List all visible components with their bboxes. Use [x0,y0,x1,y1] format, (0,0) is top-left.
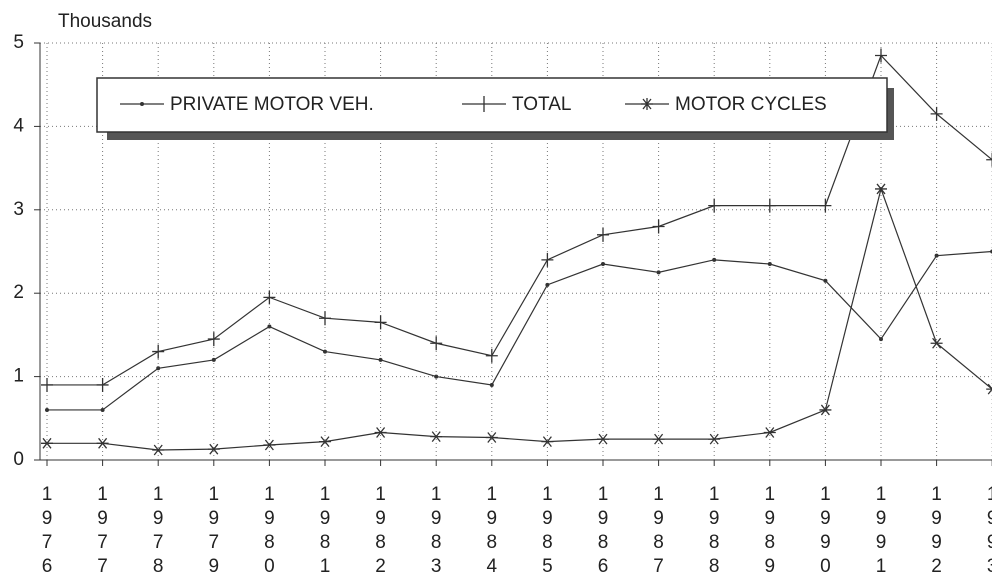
marker [434,374,439,379]
marker [930,337,943,349]
marker [819,198,832,213]
marker [485,432,498,443]
x-tick-label: 1979 [203,484,224,576]
y-tick-label: 2 [13,282,24,303]
marker [763,198,776,213]
marker [541,252,554,267]
y-tick-label: 5 [13,32,24,53]
marker [374,427,387,438]
marker [601,262,605,267]
legend [96,77,888,133]
marker [930,106,943,121]
marker [986,152,992,167]
x-tick-label: 1978 [148,484,169,576]
y-tick-label: 3 [13,199,24,220]
x-tick-label: 1985 [537,484,558,576]
legend-label: TOTAL [512,94,571,115]
x-tick-label: 1977 [92,484,113,576]
x-tick-label: 1983 [426,484,447,576]
y-tick-label: 0 [13,449,24,470]
marker [211,357,216,362]
marker [934,253,939,258]
x-tick-label: 1984 [481,484,502,576]
x-tick-label: 1980 [259,484,280,576]
x-tick-label: 1992 [926,484,947,576]
x-tick-label: 1986 [593,484,614,576]
marker [652,219,665,234]
legend-label: MOTOR CYCLES [675,94,827,115]
series-line [47,54,992,386]
marker [374,315,387,330]
x-tick-label: 1991 [871,484,892,576]
marker [485,348,498,363]
marker [96,437,109,449]
marker [708,433,721,445]
marker [656,270,661,275]
marker [712,257,717,262]
marker [207,332,220,347]
marker [96,377,109,392]
marker [41,437,53,449]
marker [545,282,550,287]
x-tick-label: 1981 [315,484,336,576]
series-line [47,186,992,451]
marker [652,433,665,445]
legend-label: PRIVATE MOTOR VEH. [170,94,374,115]
series-line [47,250,992,411]
marker [879,337,883,342]
marker [597,433,609,445]
marker [152,444,165,456]
marker [323,349,327,354]
marker [430,431,443,443]
marker [156,366,161,371]
marker [430,336,443,351]
x-tick-label: 1987 [648,484,669,576]
y-axis-title: Thousands [58,11,152,32]
marker [763,427,776,438]
marker [489,382,494,387]
marker [875,48,887,63]
marker [875,183,887,195]
x-tick-label: 1990 [815,484,836,576]
marker [207,443,220,455]
marker [319,311,331,326]
x-tick-label: 1976 [37,484,58,576]
legend-marker [140,102,144,106]
y-tick-label: 4 [13,115,24,136]
marker [263,290,276,305]
marker [541,436,554,448]
marker [263,439,276,451]
marker [708,198,721,213]
x-tick-label: 1988 [704,484,725,576]
marker [267,324,272,329]
marker [41,377,53,392]
marker [986,383,992,395]
marker [319,436,331,448]
marker [100,407,105,412]
marker [597,227,609,242]
x-tick-label: 1989 [759,484,780,576]
marker [767,262,772,267]
marker [823,278,828,283]
marker [152,344,165,359]
x-tick-label: 1982 [370,484,391,576]
x-tick-label: 1993 [982,484,992,576]
marker [45,407,49,412]
legend-symbol [140,102,144,106]
marker [378,357,383,362]
legend-marker [641,98,653,110]
legend-symbol [641,98,653,110]
y-tick-label: 1 [13,366,24,387]
marker [819,404,832,416]
